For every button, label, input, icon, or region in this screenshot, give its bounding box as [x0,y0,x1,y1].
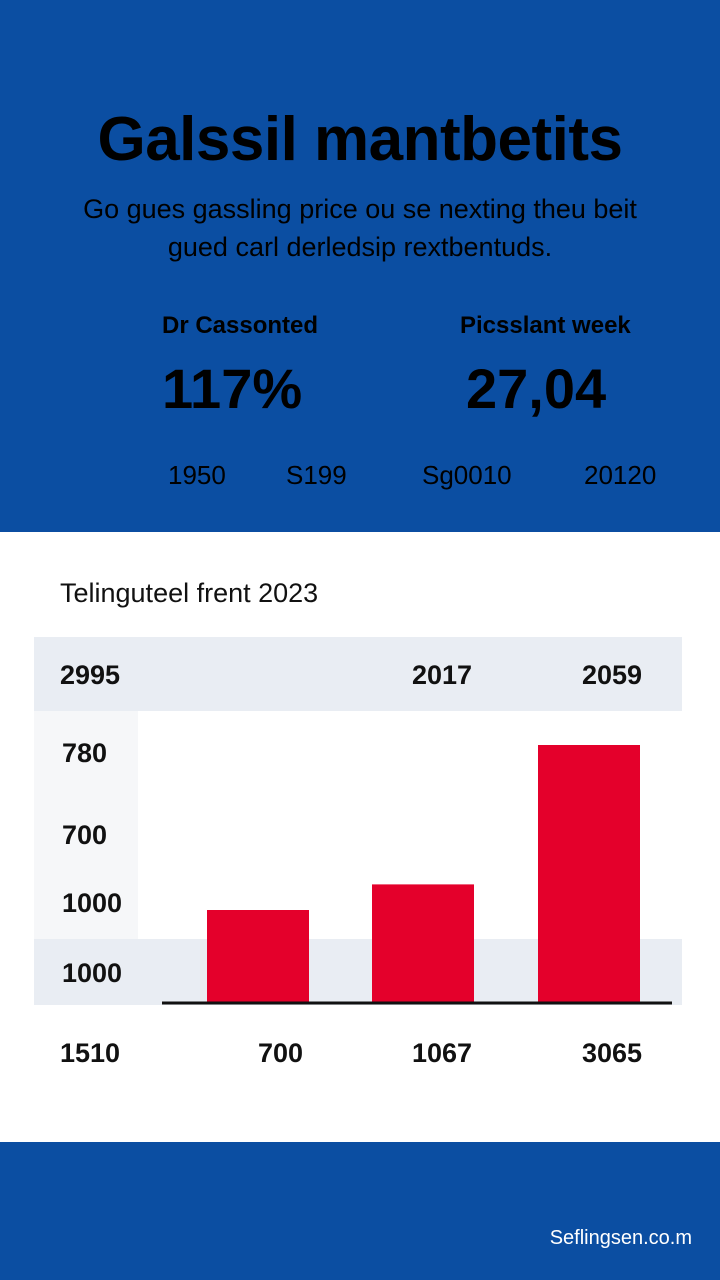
footer-link[interactable]: Seflingsen.co.m [549,1227,692,1249]
mini-value: 20120 [584,460,657,490]
mini-value: Sg0010 [422,460,512,490]
page-title: Galssil mantbetits [97,105,623,174]
page-subtitle: Go gues gassling price ou se nexting the… [83,194,637,262]
bar-700 [207,910,309,1002]
bar-3065 [538,745,640,1002]
header-panel [0,0,720,532]
x-tick-label: 1067 [412,1038,473,1068]
x-tick-label: 700 [258,1038,304,1068]
stat-value-left: 117% [162,357,303,420]
mini-value: 1950 [168,460,226,490]
x-tick-label: 3065 [582,1038,643,1068]
chart-header-label: 2995 [60,660,121,690]
stat-label-left: Dr Cassonted [162,312,319,339]
chart-title: Telinguteel frent 2023 [60,578,319,608]
chart-header-band [34,637,682,711]
y-tick-label: 700 [62,820,108,850]
stat-value-right: 27,04 [466,357,607,420]
y-tick-label: 1000 [62,958,123,988]
y-tick-label: 780 [62,738,108,768]
y-tick-label: 1000 [62,888,123,918]
x-tick-label: 1510 [60,1038,121,1068]
chart-header-label: 2059 [582,660,643,690]
footer-bar [0,1142,720,1280]
mini-value: S199 [286,460,347,490]
chart-header-label: 2017 [412,660,473,690]
stat-label-right: Picsslant week [460,312,631,339]
bar-1067 [372,884,474,1002]
y-axis-panel [34,711,138,939]
